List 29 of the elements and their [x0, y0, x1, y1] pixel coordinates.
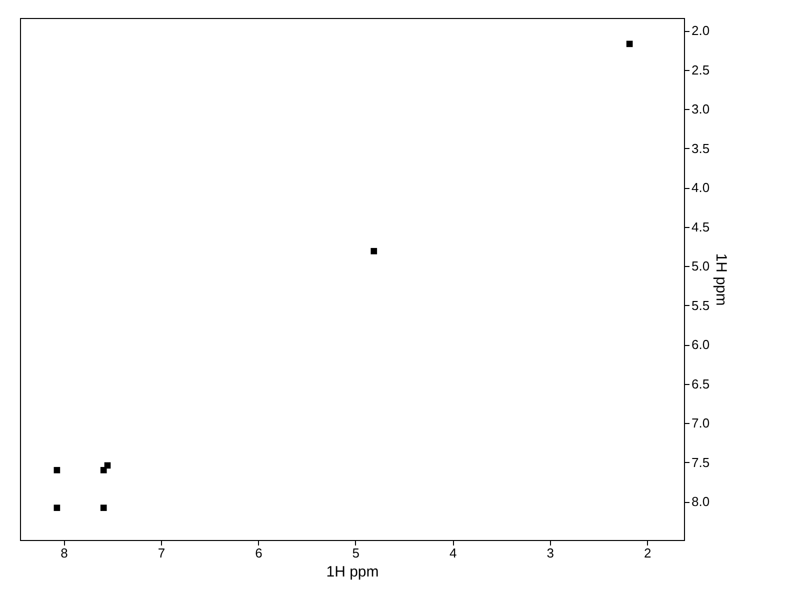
y-tick-label: 2.0 [692, 23, 710, 38]
point [100, 504, 107, 511]
point [104, 462, 111, 469]
y-tick-label: 4.5 [692, 219, 710, 234]
y-axis-title: 1H ppm [712, 253, 730, 306]
point [100, 466, 107, 474]
y-tick-label: 5.5 [692, 298, 710, 313]
y-tick-label: 3.5 [692, 140, 710, 156]
point [54, 504, 60, 511]
y-tick-label: 5.0 [692, 258, 710, 274]
x-tick-label: 7 [158, 546, 166, 560]
x-tick-label: 6 [255, 546, 262, 560]
x-tick-label: 5 [352, 546, 360, 560]
y-tick-label: 7.0 [692, 416, 710, 431]
y-tick-label: 3.0 [692, 102, 710, 117]
y-tick-label: 2.5 [692, 62, 710, 78]
x-tick-label: 8 [60, 546, 68, 560]
x-tick-label: 4 [450, 546, 457, 560]
y-tick-label: 8.0 [692, 494, 710, 510]
y-tick-label: 6.0 [692, 337, 710, 352]
x-tick-label: 3 [546, 546, 554, 560]
y-tick-label: 6.5 [692, 376, 710, 392]
y-tick-label: 7.5 [692, 454, 710, 470]
point [370, 248, 378, 254]
point [626, 40, 633, 48]
x-axis-title: 1H ppm [326, 564, 379, 580]
point [54, 466, 60, 474]
x-tick-label: 2 [644, 546, 652, 560]
y-tick-label: 4.0 [692, 180, 710, 196]
